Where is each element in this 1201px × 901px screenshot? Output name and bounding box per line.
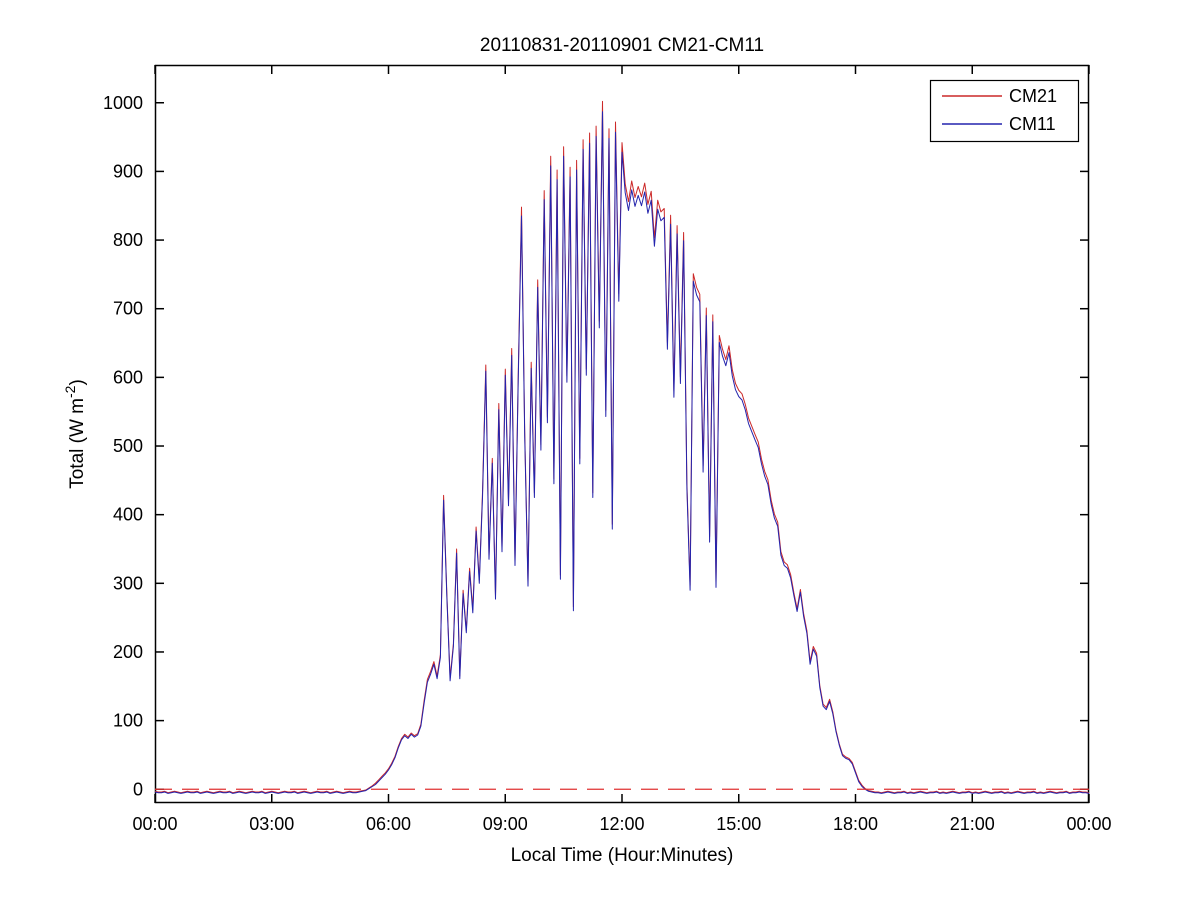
y-tick-label-10: 1000 xyxy=(103,93,143,113)
legend-label-cm21: CM21 xyxy=(1009,86,1057,106)
y-axis-label-close: ) xyxy=(67,379,88,385)
y-tick-label-6: 600 xyxy=(113,367,143,387)
y-tick-label-8: 800 xyxy=(113,230,143,250)
data-series-lines xyxy=(154,100,1090,794)
y-axis-label-main: Total (W m xyxy=(67,398,88,489)
legend-box: CM21 CM11 xyxy=(929,79,1080,143)
x-tick-label-2: 06:00 xyxy=(366,814,411,834)
x-tick-label-7: 21:00 xyxy=(950,814,995,834)
legend-label-cm11: CM11 xyxy=(1009,114,1056,134)
y-axis-label-superscript: -2 xyxy=(62,385,78,398)
axis-tick-labels: 00:00 03:00 06:00 09:00 12:00 15:00 18:00 21:00… xyxy=(103,93,1112,834)
y-tick-label-1: 100 xyxy=(113,711,143,731)
y-tick-label-7: 700 xyxy=(113,299,143,319)
x-tick-label-8: 00:00 xyxy=(1066,814,1111,834)
legend-border xyxy=(929,79,1080,143)
y-tick-label-9: 900 xyxy=(113,161,143,181)
series-line-cm21 xyxy=(154,100,1090,794)
x-axis-label: Local Time (Hour:Minutes) xyxy=(511,845,734,866)
y-axis-label: Total (W m-2) xyxy=(62,379,88,489)
y-tick-label-4: 400 xyxy=(113,505,143,525)
x-tick-label-4: 12:00 xyxy=(599,814,644,834)
plot-area-border xyxy=(154,64,1090,804)
axis-ticks xyxy=(154,65,1090,803)
x-tick-label-1: 03:00 xyxy=(249,814,294,834)
y-tick-label-5: 500 xyxy=(113,436,143,456)
x-tick-label-0: 00:00 xyxy=(132,814,177,834)
x-tick-label-3: 09:00 xyxy=(483,814,528,834)
y-tick-label-0: 0 xyxy=(133,779,143,799)
series-line-cm11 xyxy=(154,111,1090,794)
x-tick-label-5: 15:00 xyxy=(716,814,761,834)
chart-title: 20110831-20110901 CM21-CM11 xyxy=(480,35,764,56)
x-tick-label-6: 18:00 xyxy=(833,814,878,834)
y-tick-label-2: 200 xyxy=(113,642,143,662)
y-tick-label-3: 300 xyxy=(113,573,143,593)
